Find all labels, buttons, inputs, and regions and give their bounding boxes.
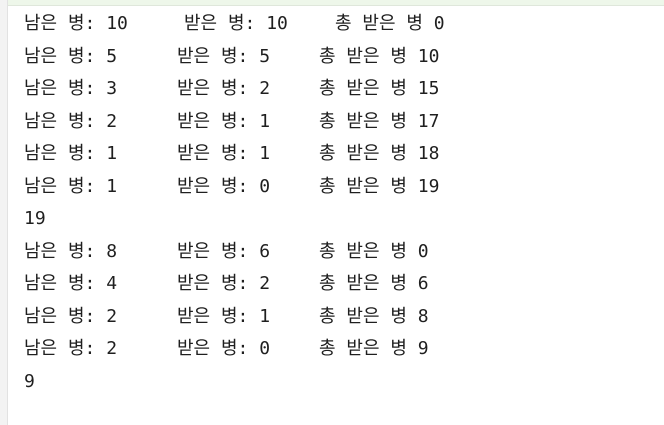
received-bottles: 받은 병: 1 [177,305,271,327]
console-line: 남은 병: 1 받은 병: 1 총 받은 병 18 [24,138,654,171]
console-line: 남은 병: 8 받은 병: 6 총 받은 병 0 [24,236,654,269]
total-received: 총 받은 병 18 [319,143,440,164]
remaining-bottles: 남은 병: 1 [24,143,118,164]
received-bottles: 받은 병: 6 [177,240,271,262]
console-line: 남은 병: 3 받은 병: 2 총 받은 병 15 [24,73,654,106]
remaining-bottles: 남은 병: 2 [24,110,118,132]
remaining-bottles: 남은 병: 10 [24,13,128,34]
received-bottles: 받은 병: 0 [177,175,271,197]
received-bottles: 받은 병: 1 [177,110,271,132]
remaining-bottles: 남은 병: 1 [24,175,118,197]
editor-gutter [0,0,8,425]
received-bottles: 받은 병: 0 [177,338,271,359]
console-line: 남은 병: 10 받은 병: 10 총 받은 병 0 [24,8,654,41]
total-received: 총 받은 병 0 [335,13,445,34]
total-received: 총 받은 병 10 [319,45,440,67]
received-bottles: 받은 병: 2 [177,78,271,99]
console-line: 남은 병: 1 받은 병: 0 총 받은 병 19 [24,171,654,204]
result-value: 9 [24,370,35,392]
received-bottles: 받은 병: 5 [177,45,271,67]
remaining-bottles: 남은 병: 2 [24,338,118,359]
console-line: 남은 병: 2 받은 병: 1 총 받은 병 17 [24,106,654,139]
remaining-bottles: 남은 병: 5 [24,45,118,67]
remaining-bottles: 남은 병: 8 [24,240,118,262]
received-bottles: 받은 병: 1 [177,143,271,164]
console-line: 남은 병: 2 받은 병: 1 총 받은 병 8 [24,301,654,334]
received-bottles: 받은 병: 2 [177,273,271,294]
result-value: 19 [24,208,46,229]
total-received: 총 받은 병 19 [319,175,440,197]
total-received: 총 받은 병 15 [319,78,440,99]
console-line: 남은 병: 2 받은 병: 0 총 받은 병 9 [24,333,654,366]
console-result-line: 9 [24,366,654,399]
console-line: 남은 병: 4 받은 병: 2 총 받은 병 6 [24,268,654,301]
total-received: 총 받은 병 0 [319,240,429,262]
received-bottles: 받은 병: 10 [184,13,288,34]
remaining-bottles: 남은 병: 4 [24,273,118,294]
console-line: 남은 병: 5 받은 병: 5 총 받은 병 10 [24,41,654,74]
total-received: 총 받은 병 8 [319,305,429,327]
total-received: 총 받은 병 9 [319,338,429,359]
remaining-bottles: 남은 병: 3 [24,78,118,99]
remaining-bottles: 남은 병: 2 [24,305,118,327]
total-received: 총 받은 병 17 [319,110,440,132]
console-output[interactable]: 남은 병: 10 받은 병: 10 총 받은 병 0 남은 병: 5 받은 병:… [24,8,654,398]
toolbar-strip [0,0,664,6]
total-received: 총 받은 병 6 [319,273,429,294]
console-result-line: 19 [24,203,654,236]
